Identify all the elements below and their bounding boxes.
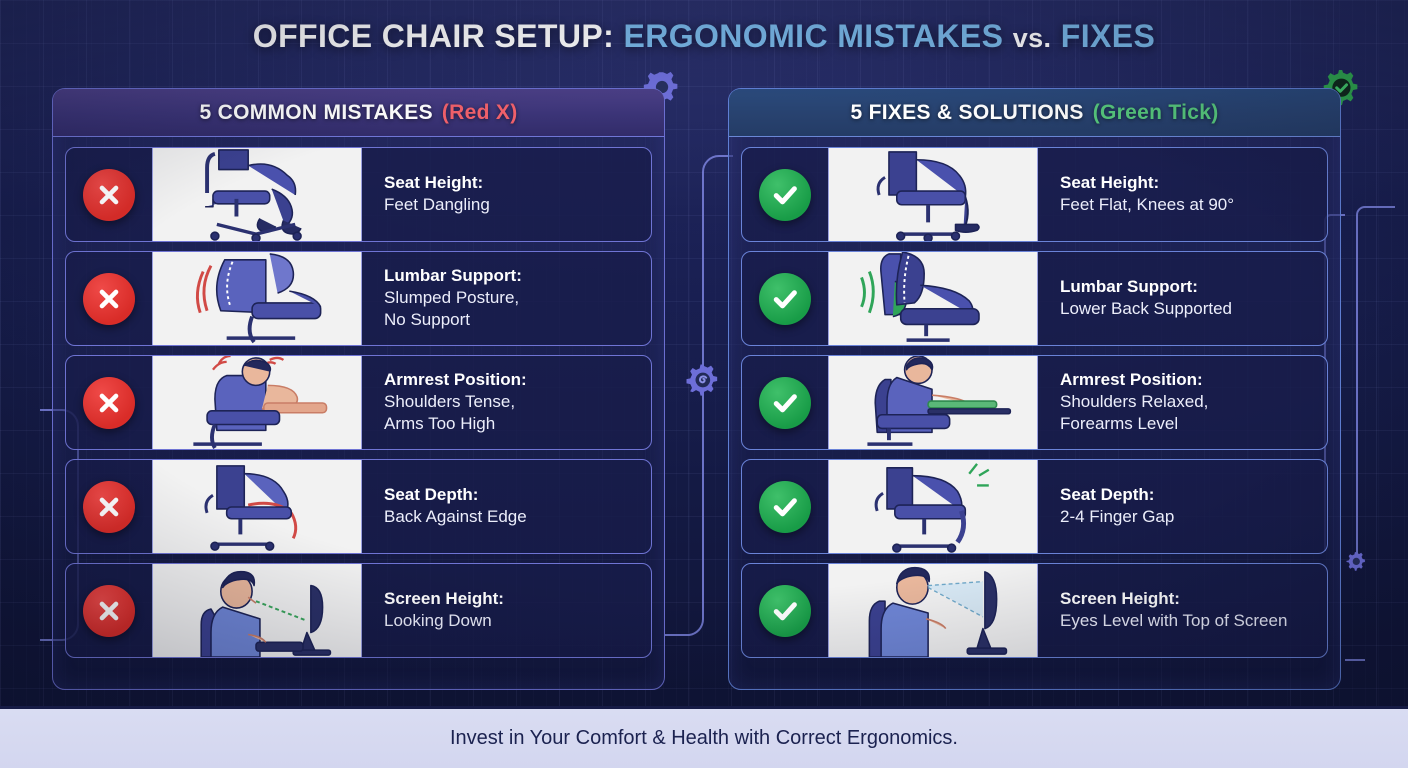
row-value: Lower Back Supported <box>1060 299 1232 319</box>
row-value: Back Against Edge <box>384 507 527 527</box>
row-label: Lumbar Support: <box>1060 277 1198 297</box>
status-badge <box>742 376 828 429</box>
row-label: Armrest Position: <box>384 370 527 390</box>
table-row[interactable]: Seat Depth: 2-4 Finger Gap <box>741 459 1328 554</box>
mistakes-panel: 5 COMMON MISTAKES (Red X) <box>52 88 665 690</box>
fixes-row-list: Seat Height: Feet Flat, Knees at 90° <box>729 137 1340 668</box>
eyes-level-with-screen-illustration <box>828 564 1038 657</box>
row-label: Screen Height: <box>1060 589 1180 609</box>
row-label: Seat Depth: <box>1060 485 1155 505</box>
red-x-icon <box>83 376 135 429</box>
green-check-icon <box>759 584 811 637</box>
row-label: Armrest Position: <box>1060 370 1203 390</box>
green-check-icon <box>759 272 811 325</box>
red-x-icon <box>83 168 135 221</box>
forearms-level-illustration <box>828 356 1038 449</box>
status-badge <box>66 168 152 221</box>
fixes-panel-header: 5 FIXES & SOLUTIONS (Green Tick) <box>729 89 1340 137</box>
table-row[interactable]: Seat Depth: Back Against Edge <box>65 459 652 554</box>
table-row[interactable]: Lumbar Support: Lower Back Supported <box>741 251 1328 346</box>
gear-spiral-icon <box>686 364 718 396</box>
row-text: Armrest Position: Shoulders Relaxed, For… <box>1038 369 1218 436</box>
row-value: Slumped Posture, No Support <box>384 287 520 330</box>
shoulders-tense-illustration <box>152 356 362 449</box>
row-label: Screen Height: <box>384 589 504 609</box>
mistakes-row-list: Seat Height: Feet Dangling <box>53 137 664 668</box>
row-text: Seat Depth: 2-4 Finger Gap <box>1038 484 1184 528</box>
green-check-icon <box>759 480 811 533</box>
status-badge <box>742 272 828 325</box>
status-badge <box>66 584 152 637</box>
table-row[interactable]: Armrest Position: Shoulders Tense, Arms … <box>65 355 652 450</box>
mistakes-heading: 5 COMMON MISTAKES <box>199 100 433 124</box>
red-x-icon <box>83 584 135 637</box>
status-badge <box>66 376 152 429</box>
row-value: 2-4 Finger Gap <box>1060 507 1175 527</box>
red-x-icon <box>83 272 135 325</box>
green-check-icon <box>759 168 811 221</box>
row-value: Eyes Level with Top of Screen <box>1060 611 1288 631</box>
row-value: Feet Flat, Knees at 90° <box>1060 195 1235 215</box>
title-part-2: ERGONOMIC MISTAKES <box>623 18 1004 54</box>
row-text: Seat Height: Feet Dangling <box>362 172 500 216</box>
lumbar-supported-illustration <box>828 252 1038 345</box>
row-value: Shoulders Relaxed, Forearms Level <box>1060 391 1209 434</box>
fixes-panel: 5 FIXES & SOLUTIONS (Green Tick) <box>728 88 1341 690</box>
table-row[interactable]: Screen Height: Looking Down <box>65 563 652 658</box>
back-against-edge-illustration <box>152 460 362 553</box>
row-text: Seat Depth: Back Against Edge <box>362 484 537 528</box>
row-text: Armrest Position: Shoulders Tense, Arms … <box>362 369 537 436</box>
row-text: Screen Height: Eyes Level with Top of Sc… <box>1038 588 1297 632</box>
fixes-heading: 5 FIXES & SOLUTIONS <box>850 100 1084 124</box>
mistakes-panel-header: 5 COMMON MISTAKES (Red X) <box>53 89 664 137</box>
red-x-icon <box>83 480 135 533</box>
table-row[interactable]: Armrest Position: Shoulders Relaxed, For… <box>741 355 1328 450</box>
feet-flat-knees-90-illustration <box>828 148 1038 241</box>
table-row[interactable]: Lumbar Support: Slumped Posture, No Supp… <box>65 251 652 346</box>
row-label: Seat Height: <box>1060 173 1160 193</box>
row-text: Screen Height: Looking Down <box>362 588 514 632</box>
finger-gap-illustration <box>828 460 1038 553</box>
footer-bar: Invest in Your Comfort & Health with Cor… <box>0 706 1408 768</box>
title-part-3: vs. <box>1012 23 1052 53</box>
mistakes-heading-sub: (Red X) <box>441 100 518 124</box>
fixes-heading-sub: (Green Tick) <box>1092 100 1219 124</box>
row-text: Lumbar Support: Slumped Posture, No Supp… <box>362 265 532 332</box>
row-text: Seat Height: Feet Flat, Knees at 90° <box>1038 172 1244 216</box>
row-label: Lumbar Support: <box>384 266 522 286</box>
footer-text: Invest in Your Comfort & Health with Cor… <box>450 727 958 749</box>
status-badge <box>66 480 152 533</box>
slumped-spine-illustration <box>152 252 362 345</box>
page-title: OFFICE CHAIR SETUP: ERGONOMIC MISTAKES v… <box>0 18 1408 55</box>
row-text: Lumbar Support: Lower Back Supported <box>1038 276 1242 320</box>
row-value: Looking Down <box>384 611 492 631</box>
seated-feet-dangling-illustration <box>152 148 362 241</box>
row-value: Shoulders Tense, Arms Too High <box>384 391 516 434</box>
title-part-4: FIXES <box>1060 18 1156 54</box>
status-badge <box>742 168 828 221</box>
status-badge <box>742 584 828 637</box>
status-badge <box>66 272 152 325</box>
title-part-1: OFFICE CHAIR SETUP: <box>252 18 615 54</box>
row-value: Feet Dangling <box>384 195 490 215</box>
status-badge <box>742 480 828 533</box>
row-label: Seat Height: <box>384 173 484 193</box>
green-check-icon <box>759 376 811 429</box>
gear-icon-right-mid <box>1346 552 1365 571</box>
table-row[interactable]: Seat Height: Feet Dangling <box>65 147 652 242</box>
table-row[interactable]: Seat Height: Feet Flat, Knees at 90° <box>741 147 1328 242</box>
row-label: Seat Depth: <box>384 485 479 505</box>
looking-down-at-monitor-illustration <box>152 564 362 657</box>
table-row[interactable]: Screen Height: Eyes Level with Top of Sc… <box>741 563 1328 658</box>
